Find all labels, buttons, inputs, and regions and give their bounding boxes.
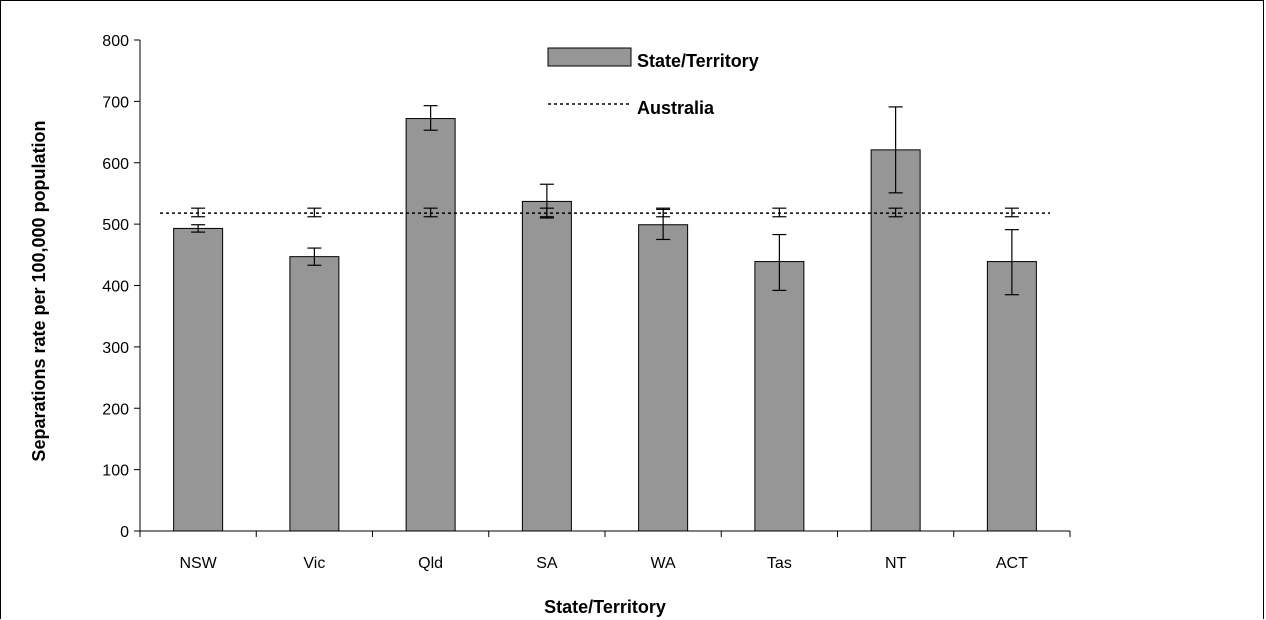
bar [638,224,689,532]
y-tick-label: 200 [102,401,129,418]
x-tick-label: Vic [303,555,325,572]
bar [173,227,224,532]
bar [754,261,805,532]
y-axis-title: Separations rate per 100,000 population [29,120,49,461]
y-tick-label: 700 [102,94,129,111]
bar [289,256,340,532]
legend-label-australia: Australia [637,98,715,118]
x-tick-label: NSW [179,555,217,572]
bar [870,149,921,532]
bar [405,118,456,532]
x-tick-label: ACT [996,555,1028,572]
bar [986,261,1037,532]
x-tick-label: WA [651,555,677,572]
y-tick-label: 0 [120,524,129,541]
y-tick-label: 500 [102,217,129,234]
x-axis-title: State/Territory [544,597,666,617]
x-tick-label: NT [885,555,907,572]
y-tick-label: 400 [102,279,129,296]
y-tick-label: 800 [102,33,129,50]
y-tick-label: 300 [102,340,129,357]
x-tick-label: Tas [767,555,792,572]
x-tick-label: Qld [418,555,443,572]
x-tick-label: SA [536,555,558,572]
y-tick-label: 600 [102,156,129,173]
bar [521,200,572,532]
legend-label-state: State/Territory [637,51,759,71]
legend-swatch-bar [547,47,632,67]
y-tick-label: 100 [102,463,129,480]
